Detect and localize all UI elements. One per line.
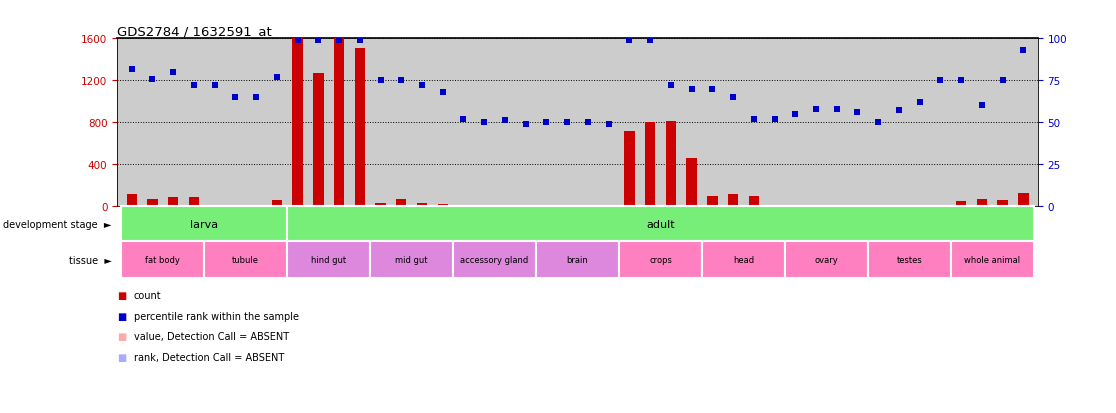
Text: count: count: [134, 290, 162, 300]
Bar: [122, 242, 204, 279]
Bar: [873, 205, 884, 206]
Bar: [645, 123, 655, 206]
Bar: [811, 205, 821, 206]
Bar: [375, 204, 386, 206]
Bar: [453, 242, 536, 279]
Bar: [749, 196, 759, 206]
Text: crops: crops: [650, 256, 672, 265]
Text: head: head: [733, 256, 754, 265]
Bar: [790, 205, 800, 206]
Bar: [459, 205, 469, 206]
Bar: [831, 205, 841, 206]
Bar: [210, 205, 220, 206]
Bar: [334, 39, 344, 206]
Text: ■: ■: [117, 352, 126, 362]
Bar: [251, 205, 261, 206]
Text: ■: ■: [117, 290, 126, 300]
Text: ovary: ovary: [815, 256, 838, 265]
Bar: [287, 242, 371, 279]
Bar: [769, 205, 780, 206]
Bar: [914, 205, 925, 206]
Bar: [314, 74, 324, 206]
Bar: [624, 131, 635, 206]
Text: mid gut: mid gut: [395, 256, 427, 265]
Bar: [785, 242, 868, 279]
Text: whole animal: whole animal: [964, 256, 1020, 265]
Text: development stage  ►: development stage ►: [3, 219, 112, 229]
Bar: [541, 205, 551, 206]
Bar: [371, 242, 453, 279]
Bar: [998, 200, 1008, 206]
Bar: [396, 199, 406, 206]
Bar: [868, 242, 951, 279]
Bar: [708, 196, 718, 206]
Text: brain: brain: [567, 256, 588, 265]
Text: accessory gland: accessory gland: [461, 256, 529, 265]
Bar: [126, 195, 137, 206]
Bar: [583, 205, 593, 206]
Bar: [204, 242, 287, 279]
Bar: [894, 205, 904, 206]
Bar: [292, 39, 302, 206]
Bar: [520, 205, 531, 206]
Text: hind gut: hind gut: [311, 256, 346, 265]
Bar: [122, 206, 287, 242]
Text: adult: adult: [646, 219, 675, 229]
Bar: [686, 159, 696, 206]
Bar: [271, 200, 282, 206]
Bar: [853, 205, 863, 206]
Bar: [665, 122, 676, 206]
Bar: [956, 201, 966, 206]
Bar: [287, 206, 1033, 242]
Bar: [702, 242, 785, 279]
Bar: [169, 197, 179, 206]
Bar: [562, 205, 573, 206]
Bar: [189, 197, 199, 206]
Text: ■: ■: [117, 311, 126, 321]
Bar: [147, 199, 157, 206]
Bar: [935, 205, 945, 206]
Text: ■: ■: [117, 332, 126, 342]
Text: larva: larva: [190, 219, 219, 229]
Bar: [604, 205, 614, 206]
Text: percentile rank within the sample: percentile rank within the sample: [134, 311, 299, 321]
Text: value, Detection Call = ABSENT: value, Detection Call = ABSENT: [134, 332, 289, 342]
Bar: [437, 204, 448, 206]
Bar: [416, 203, 427, 206]
Text: tissue  ►: tissue ►: [69, 255, 112, 265]
Text: rank, Detection Call = ABSENT: rank, Detection Call = ABSENT: [134, 352, 285, 362]
Text: GDS2784 / 1632591_at: GDS2784 / 1632591_at: [117, 25, 272, 38]
Bar: [1018, 194, 1029, 206]
Bar: [619, 242, 702, 279]
Bar: [355, 49, 365, 206]
Bar: [479, 205, 490, 206]
Bar: [230, 205, 241, 206]
Bar: [951, 242, 1033, 279]
Bar: [500, 205, 510, 206]
Text: fat body: fat body: [145, 256, 181, 265]
Bar: [976, 199, 987, 206]
Text: tubule: tubule: [232, 256, 259, 265]
Bar: [728, 195, 739, 206]
Text: testes: testes: [896, 256, 922, 265]
Bar: [536, 242, 619, 279]
